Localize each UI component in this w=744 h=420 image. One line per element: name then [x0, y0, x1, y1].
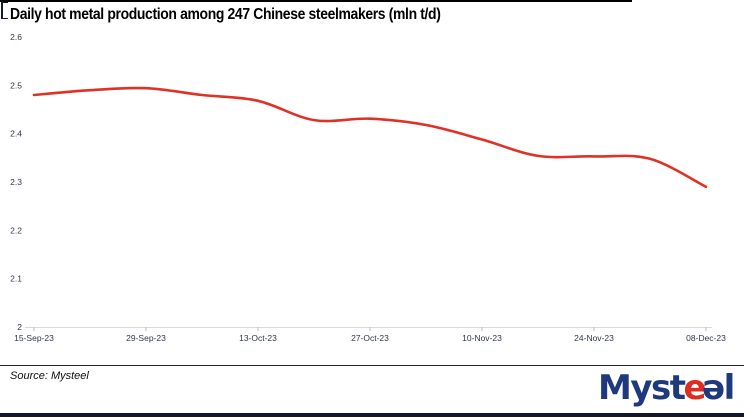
top-border	[0, 0, 632, 2]
bottom-bar	[0, 413, 744, 417]
x-tick-label: 10-Nov-23	[462, 333, 502, 343]
x-tick-label: 29-Sep-23	[126, 333, 166, 343]
chart-title: Daily hot metal production among 247 Chi…	[10, 6, 441, 23]
logo-text-prefix: Myst	[598, 368, 686, 408]
y-tick-label: 2	[17, 322, 22, 332]
x-tick-label: 27-Oct-23	[351, 333, 389, 343]
source-note: Source: Mysteel	[10, 370, 89, 382]
frame-corner-mark	[1, 2, 8, 19]
x-tick-label: 24-Nov-23	[574, 333, 614, 343]
y-tick-label: 2.4	[10, 129, 22, 139]
logo-text-suffix: l	[723, 368, 736, 408]
y-tick-label: 2.2	[10, 225, 22, 235]
y-tick-label: 2.6	[10, 32, 22, 42]
logo-swirl-red-e: e	[683, 368, 707, 408]
x-tick-label: 08-Dec-23	[686, 333, 726, 343]
x-tick-label: 15-Sep-23	[14, 333, 54, 343]
y-tick-label: 2.3	[10, 177, 22, 187]
y-tick-label: 2.1	[10, 274, 22, 284]
x-tick-label: 13-Oct-23	[239, 333, 277, 343]
footer-divider	[0, 365, 744, 366]
mysteel-logo: Mysteəl	[598, 368, 736, 408]
y-tick-label: 2.5	[10, 80, 22, 90]
logo-swirl-blue-e: ə	[702, 368, 725, 408]
production-line-series	[32, 86, 708, 189]
